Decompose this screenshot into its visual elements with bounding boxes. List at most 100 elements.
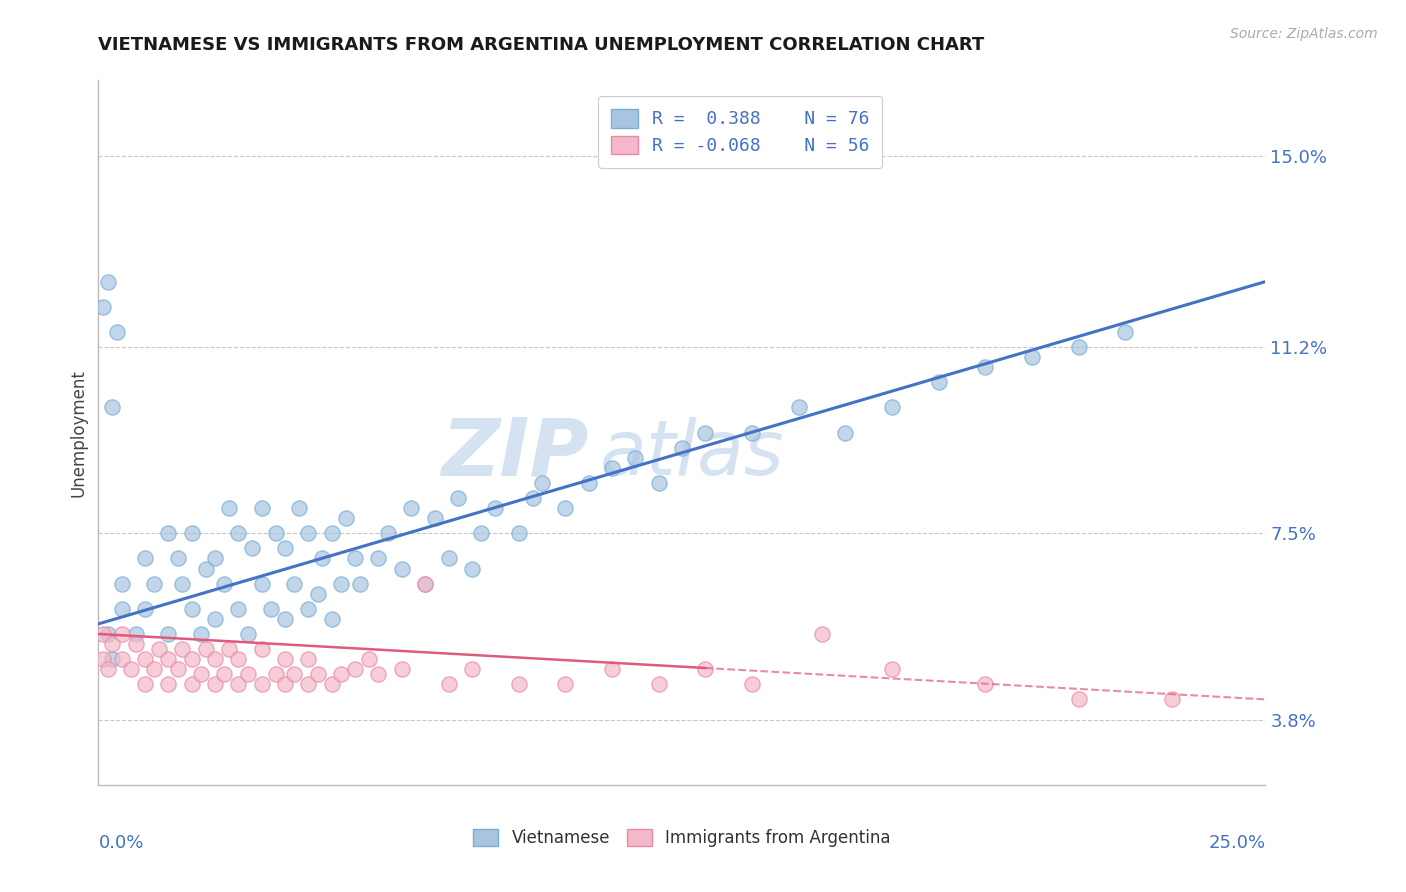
Point xyxy=(242,541,264,556)
Point xyxy=(228,526,250,541)
Point xyxy=(204,612,226,626)
Point xyxy=(283,576,305,591)
Point xyxy=(157,526,180,541)
Point xyxy=(125,637,148,651)
Point xyxy=(647,677,669,691)
Point xyxy=(172,642,194,657)
Point xyxy=(359,652,381,666)
Point xyxy=(470,526,492,541)
Point xyxy=(522,491,544,505)
Point xyxy=(423,511,446,525)
Point xyxy=(413,576,436,591)
Point xyxy=(624,450,647,465)
Point xyxy=(307,667,329,681)
Point xyxy=(461,662,484,676)
Point xyxy=(166,551,188,566)
Point xyxy=(204,652,226,666)
Point xyxy=(600,461,623,475)
Point xyxy=(120,662,142,676)
Point xyxy=(928,376,950,390)
Point xyxy=(367,667,389,681)
Point xyxy=(97,662,120,676)
Point xyxy=(330,667,353,681)
Point xyxy=(264,526,287,541)
Point xyxy=(377,526,399,541)
Point xyxy=(484,501,506,516)
Point xyxy=(437,677,460,691)
Point xyxy=(134,602,156,616)
Point xyxy=(134,677,156,691)
Point xyxy=(1021,350,1043,364)
Point xyxy=(228,602,250,616)
Point xyxy=(413,576,436,591)
Point xyxy=(274,612,297,626)
Point xyxy=(134,652,156,666)
Point xyxy=(143,576,166,591)
Point xyxy=(228,677,250,691)
Point xyxy=(554,677,576,691)
Point xyxy=(111,652,134,666)
Point xyxy=(250,576,273,591)
Point xyxy=(437,551,460,566)
Point xyxy=(399,501,422,516)
Point xyxy=(391,662,413,676)
Point xyxy=(671,441,693,455)
Point xyxy=(204,677,226,691)
Point xyxy=(600,662,623,676)
Point xyxy=(321,526,343,541)
Point xyxy=(508,526,530,541)
Point xyxy=(125,627,148,641)
Point xyxy=(367,551,389,566)
Y-axis label: Unemployment: Unemployment xyxy=(69,368,87,497)
Point xyxy=(91,300,114,314)
Text: Source: ZipAtlas.com: Source: ZipAtlas.com xyxy=(1230,27,1378,41)
Point xyxy=(880,401,903,415)
Point xyxy=(787,401,810,415)
Point xyxy=(190,667,212,681)
Point xyxy=(260,602,283,616)
Point xyxy=(204,551,226,566)
Point xyxy=(97,627,120,641)
Point xyxy=(274,541,297,556)
Point xyxy=(214,667,236,681)
Point xyxy=(447,491,470,505)
Point xyxy=(741,677,763,691)
Point xyxy=(321,612,343,626)
Point xyxy=(228,652,250,666)
Point xyxy=(344,662,367,676)
Point xyxy=(1161,692,1184,706)
Point xyxy=(134,551,156,566)
Point xyxy=(111,602,134,616)
Point xyxy=(236,667,259,681)
Point xyxy=(811,627,834,641)
Point xyxy=(647,475,669,490)
Point xyxy=(218,501,240,516)
Point xyxy=(111,627,134,641)
Point xyxy=(283,667,305,681)
Point xyxy=(461,561,484,575)
Point xyxy=(250,501,273,516)
Point xyxy=(91,627,114,641)
Point xyxy=(321,677,343,691)
Point xyxy=(695,425,717,440)
Point xyxy=(143,662,166,676)
Legend: Vietnamese, Immigrants from Argentina: Vietnamese, Immigrants from Argentina xyxy=(467,822,897,855)
Point xyxy=(974,677,997,691)
Point xyxy=(250,642,273,657)
Point xyxy=(274,677,297,691)
Point xyxy=(834,425,856,440)
Point xyxy=(111,576,134,591)
Point xyxy=(330,576,353,591)
Point xyxy=(101,652,124,666)
Point xyxy=(344,551,367,566)
Point xyxy=(172,576,194,591)
Point xyxy=(578,475,600,490)
Point xyxy=(190,627,212,641)
Point xyxy=(880,662,903,676)
Point xyxy=(91,652,114,666)
Point xyxy=(157,677,180,691)
Point xyxy=(180,677,202,691)
Point xyxy=(180,602,202,616)
Point xyxy=(236,627,259,641)
Point xyxy=(974,360,997,375)
